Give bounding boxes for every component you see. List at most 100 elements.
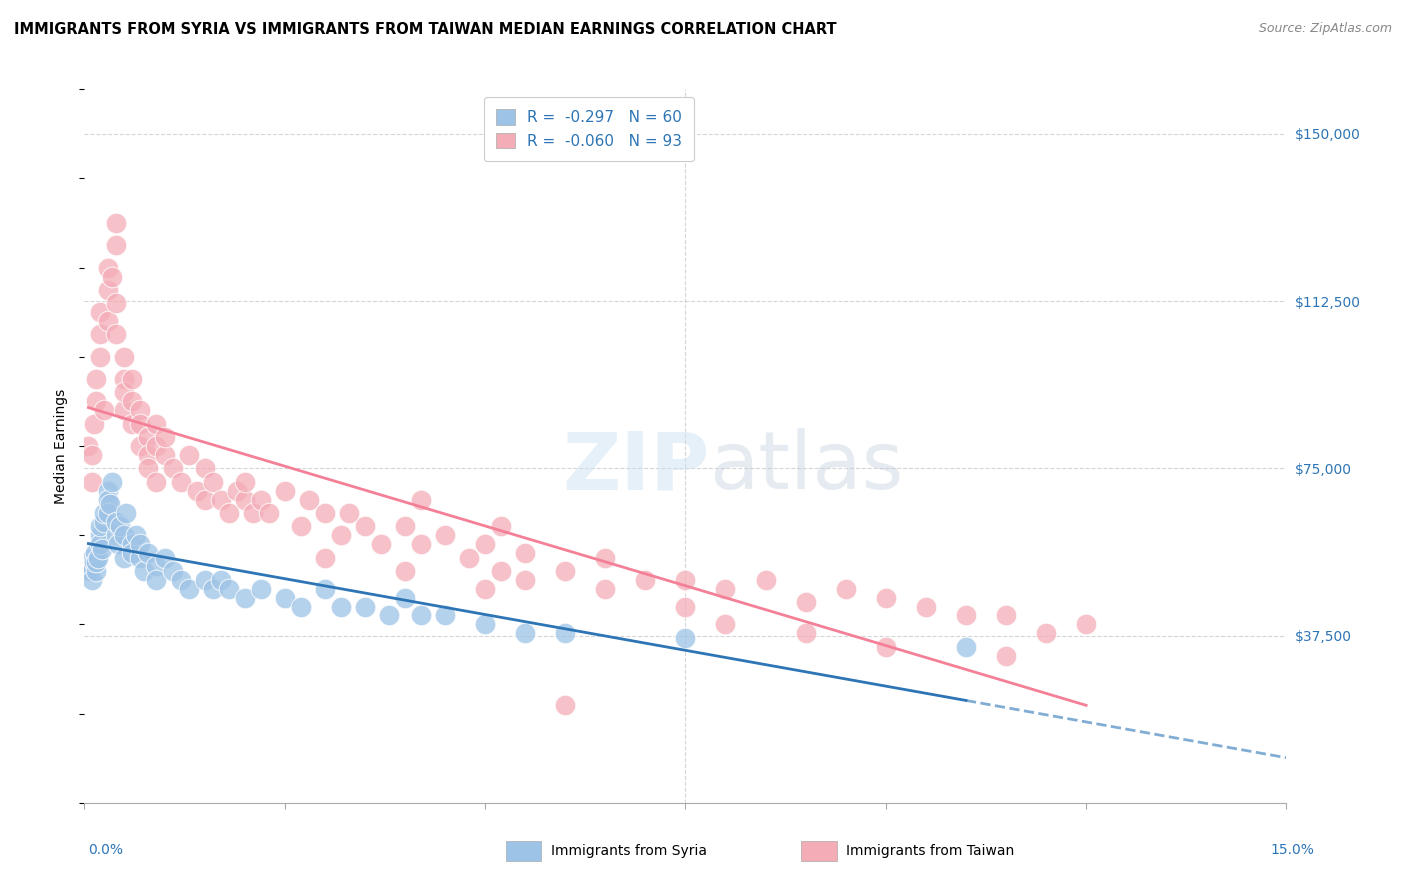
Point (134, 564, 156, 578)
Point (77, 439, 100, 453)
Point (1076, 617, 1098, 632)
Point (169, 573, 191, 587)
Text: Immigrants from Syria: Immigrants from Syria (551, 844, 707, 858)
Point (489, 564, 512, 578)
Point (89, 327, 111, 342)
Point (129, 550, 152, 565)
Point (489, 519, 512, 533)
Point (675, 573, 697, 587)
Point (394, 591, 416, 605)
Point (89, 528, 111, 542)
Point (354, 519, 377, 533)
Point (554, 564, 576, 578)
Point (86, 564, 108, 578)
Point (93, 506, 115, 520)
Point (97, 260, 120, 275)
Point (290, 599, 312, 614)
Point (474, 617, 496, 632)
Point (554, 626, 576, 640)
Point (105, 216, 128, 230)
Point (82, 573, 104, 587)
Point (474, 582, 496, 596)
Point (83, 417, 105, 431)
Point (194, 492, 217, 507)
Point (354, 599, 377, 614)
Point (194, 573, 217, 587)
Point (93, 515, 115, 529)
Point (274, 483, 297, 498)
Point (194, 461, 217, 475)
Point (314, 506, 336, 520)
Point (875, 640, 897, 654)
Point (201, 582, 224, 596)
Text: IMMIGRANTS FROM SYRIA VS IMMIGRANTS FROM TAIWAN MEDIAN EARNINGS CORRELATION CHAR: IMMIGRANTS FROM SYRIA VS IMMIGRANTS FROM… (14, 22, 837, 37)
Point (115, 506, 138, 520)
Point (121, 417, 143, 431)
Point (105, 327, 128, 342)
Point (434, 608, 457, 623)
Point (89, 350, 111, 364)
Text: 15.0%: 15.0% (1271, 843, 1315, 857)
Point (225, 483, 247, 498)
Point (995, 648, 1018, 663)
Point (153, 448, 176, 462)
Point (97, 492, 120, 507)
Point (955, 640, 977, 654)
Point (105, 238, 128, 252)
Point (162, 461, 184, 475)
Point (129, 417, 152, 431)
Point (595, 550, 617, 565)
Point (290, 519, 312, 533)
Point (114, 550, 135, 565)
Point (129, 403, 152, 417)
Point (114, 372, 135, 386)
Point (201, 475, 224, 489)
Point (434, 528, 457, 542)
Point (249, 492, 271, 507)
Point (162, 564, 184, 578)
Text: Immigrants from Taiwan: Immigrants from Taiwan (846, 844, 1015, 858)
Point (138, 448, 160, 462)
Point (86, 394, 108, 409)
Point (138, 461, 160, 475)
Point (97, 283, 120, 297)
Point (138, 430, 160, 444)
Point (93, 403, 115, 417)
Point (177, 448, 200, 462)
Point (233, 591, 256, 605)
Point (97, 506, 120, 520)
Point (218, 582, 240, 596)
Point (82, 448, 104, 462)
Point (145, 559, 167, 574)
Point (98, 497, 121, 511)
Point (714, 582, 737, 596)
Point (257, 506, 280, 520)
Point (675, 631, 697, 645)
Point (714, 617, 737, 632)
Point (89, 305, 111, 319)
Point (554, 698, 576, 712)
Point (83, 555, 105, 569)
Point (409, 608, 432, 623)
Point (314, 582, 336, 596)
Text: atlas: atlas (710, 428, 904, 507)
Point (209, 492, 232, 507)
Point (794, 595, 817, 609)
Point (515, 546, 537, 560)
Point (89, 537, 111, 551)
Point (515, 573, 537, 587)
Point (114, 528, 135, 542)
Point (89, 519, 111, 533)
Point (91, 541, 114, 556)
Text: 0.0%: 0.0% (89, 843, 124, 857)
Point (209, 573, 232, 587)
Point (138, 546, 160, 560)
Point (145, 573, 167, 587)
Point (458, 550, 481, 565)
Point (298, 492, 321, 507)
Point (242, 506, 264, 520)
Point (86, 372, 108, 386)
Legend: R =  -0.297   N = 60, R =  -0.060   N = 93: R = -0.297 N = 60, R = -0.060 N = 93 (484, 97, 695, 161)
Point (169, 475, 191, 489)
Point (145, 417, 167, 431)
